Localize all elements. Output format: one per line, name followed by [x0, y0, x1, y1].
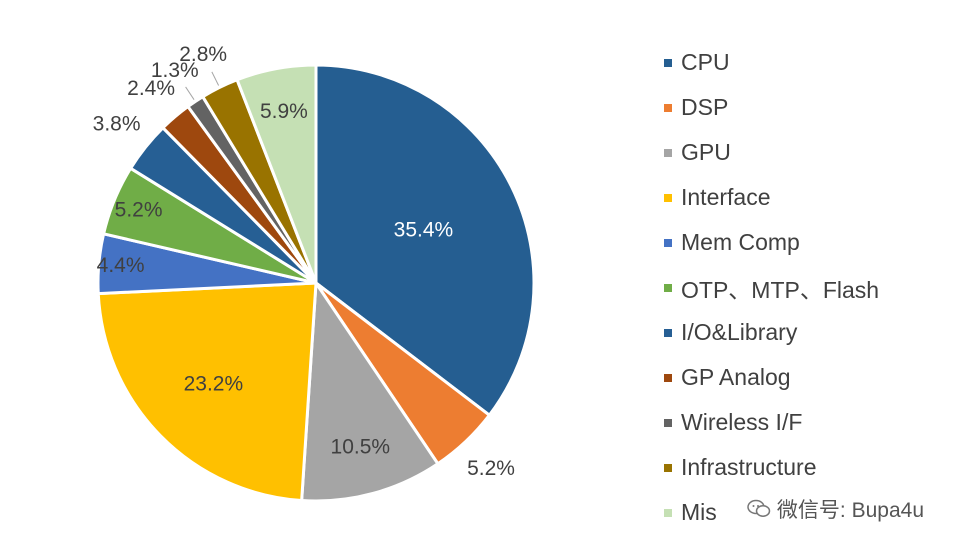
- legend-label: Wireless I/F: [681, 409, 803, 435]
- legend-item-dsp: DSP: [664, 85, 879, 130]
- legend-label: Infrastructure: [681, 454, 817, 480]
- wechat-icon: [747, 499, 771, 517]
- pie-slice-misc: [235, 63, 318, 285]
- watermark-text: 微信号: Bupa4u: [776, 499, 924, 522]
- legend-item-cpu: CPU: [664, 40, 879, 85]
- pie-slice-gpu: [300, 281, 440, 503]
- legend-label: OTP、MTP、Flash: [681, 276, 880, 303]
- legend-swatch: [664, 238, 672, 247]
- legend-item-gpu: GPU: [664, 130, 879, 175]
- legend-swatch: [664, 58, 672, 67]
- data-label-mem-comp: 4.4%: [97, 254, 145, 277]
- data-label-cpu: 35.4%: [394, 218, 454, 241]
- legend-swatch: [664, 148, 672, 157]
- legend-swatch: [664, 103, 672, 112]
- legend-swatch: [664, 283, 672, 292]
- legend-swatch: [664, 193, 672, 202]
- watermark: 微信号: Bupa4u: [740, 492, 930, 526]
- data-label-gp-analog: 2.4%: [127, 77, 175, 100]
- pie-slice-interface: [96, 281, 318, 503]
- leader-line-wireless-i-f: [185, 86, 195, 100]
- legend: CPU DSP GPU Interface Mem Comp OTP、MTP、F…: [664, 40, 879, 535]
- pie-chart: 35.4% 5.2% 10.5% 23.2% 4.4% 5.2% 3.8% 2.4%1.3%2…: [93, 43, 536, 503]
- legend-label: DSP: [681, 94, 729, 120]
- legend-label: Mis: [681, 499, 717, 525]
- data-label-misc: 5.9%: [260, 100, 308, 123]
- legend-item-mem-comp: Mem Comp: [664, 220, 879, 265]
- data-label-dsp: 5.2%: [467, 457, 515, 480]
- data-label-wireless-i-f: 1.3%: [151, 59, 199, 82]
- legend-item-interface: Interface: [664, 175, 879, 220]
- data-label-interface: 23.2%: [184, 372, 244, 395]
- legend-label: GP Analog: [681, 364, 791, 390]
- legend-swatch: [664, 328, 672, 337]
- legend-label: GPU: [681, 139, 731, 165]
- legend-item-infrastructure: Infrastructure: [664, 445, 879, 490]
- leader-line-infrastructure: [211, 71, 220, 86]
- legend-label: CPU: [681, 49, 730, 75]
- legend-label: Interface: [681, 184, 771, 210]
- legend-swatch: [664, 373, 672, 382]
- legend-label: I/O&Library: [681, 319, 798, 345]
- legend-item-io-library: I/O&Library: [664, 310, 879, 355]
- legend-swatch: [664, 418, 672, 427]
- legend-label: Mem Comp: [681, 229, 800, 255]
- data-label-gpu: 10.5%: [331, 436, 391, 459]
- legend-swatch: [664, 508, 672, 517]
- legend-item-misc: Mis: [664, 490, 879, 535]
- data-label-otp-mtp-flash: 5.2%: [115, 198, 163, 221]
- legend-item-otp-mtp-flash: OTP、MTP、Flash: [664, 265, 879, 310]
- data-label-i-o-library: 3.8%: [93, 112, 141, 135]
- legend-swatch: [664, 463, 672, 472]
- data-label-infrastructure: 2.8%: [179, 43, 227, 66]
- pie-slice-cpu: [314, 63, 536, 417]
- legend-item-gp-analog: GP Analog: [664, 355, 879, 400]
- legend-item-wireless-if: Wireless I/F: [664, 400, 879, 445]
